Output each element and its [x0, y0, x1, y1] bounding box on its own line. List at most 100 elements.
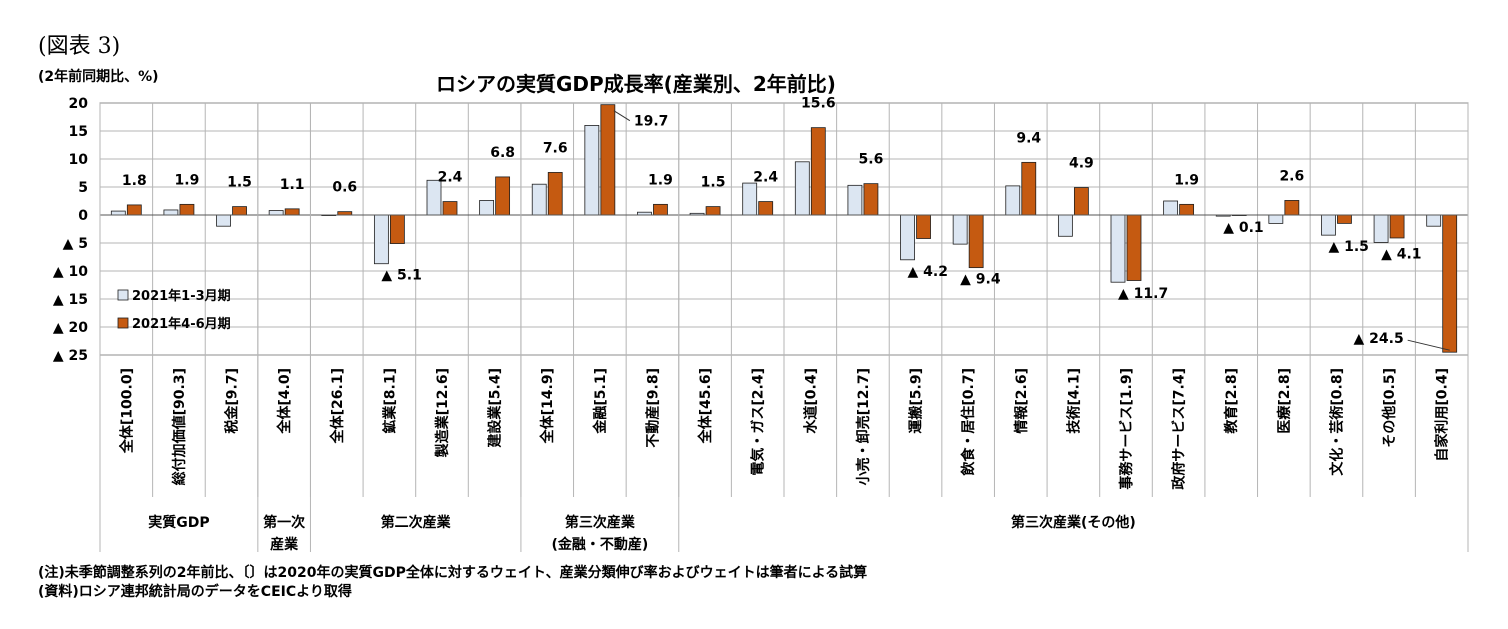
data-label: 1.1: [280, 177, 305, 193]
data-label: ▲ 5.1: [381, 268, 421, 284]
bar-q2: [653, 203, 668, 216]
bar-q1: [584, 125, 600, 216]
category-label: 教育[2.8]: [1223, 368, 1240, 434]
bar-q2: [1126, 214, 1142, 281]
y-tick-label: ▲ 20: [53, 320, 88, 336]
bar-q1: [847, 184, 863, 216]
category-label: 不動産[9.8]: [644, 368, 661, 448]
bar-q1: [1373, 214, 1389, 243]
bar-q2: [389, 214, 405, 244]
bar-q2: [1284, 200, 1300, 216]
category-label: 自家利用[0.4]: [1434, 368, 1451, 462]
legend-label: 2021年4-6月期: [132, 316, 231, 332]
category-label: 運搬[5.9]: [908, 368, 925, 434]
category-label: 金融[5.1]: [592, 368, 609, 435]
bar-q1: [1163, 200, 1179, 216]
bar-q1: [952, 214, 968, 245]
bar-q2: [810, 127, 826, 216]
legend-label: 2021年1-3月期: [132, 288, 231, 304]
data-label: ▲ 0.1: [1223, 220, 1263, 236]
bar-q2: [600, 104, 616, 216]
data-label: ▲ 4.1: [1381, 246, 1421, 262]
bar-q2: [232, 206, 247, 216]
category-label: 飲食・居住[0.7]: [960, 368, 977, 477]
category-label: 技術[4.1]: [1065, 368, 1082, 434]
data-label: 9.4: [1016, 130, 1041, 146]
bar-q2: [758, 201, 774, 216]
category-label: 製造業[12.6]: [434, 368, 451, 458]
data-label: ▲ 24.5: [1354, 331, 1404, 347]
data-label: 15.6: [801, 96, 836, 112]
y-tick-label: 0: [78, 208, 88, 224]
category-label: 医療[2.8]: [1276, 368, 1293, 434]
data-label: ▲ 11.7: [1118, 286, 1168, 302]
y-tick-label: 20: [69, 96, 89, 112]
figure-label: (図表 3): [38, 34, 121, 59]
group-label: 産業: [270, 536, 299, 553]
data-label: 1.9: [1174, 172, 1199, 188]
y-axis-unit-label: (2年前同期比、%): [38, 69, 159, 85]
data-label: 1.9: [648, 172, 673, 188]
bar-q1: [1057, 214, 1073, 237]
bar-q1: [900, 214, 915, 261]
bar-q1: [531, 183, 547, 216]
data-label: ▲ 9.4: [960, 272, 1001, 288]
bar-q1: [479, 200, 495, 216]
bar-q1: [1321, 214, 1336, 236]
bar-q2: [126, 204, 142, 216]
group-label: 第三次産業(その他): [1011, 514, 1136, 531]
bar-q2: [916, 214, 931, 239]
group-label: 第三次産業: [565, 514, 636, 531]
data-label: 5.6: [859, 152, 884, 168]
group-label: (金融・不動産): [551, 536, 648, 553]
category-label: 全体[100.0]: [118, 368, 135, 454]
bar-q1: [1005, 185, 1021, 216]
bar-q1: [216, 214, 231, 227]
bar-q1: [1268, 214, 1284, 224]
y-tick-label: 10: [69, 152, 89, 168]
bar-q1: [163, 209, 179, 216]
bar-q1: [1110, 214, 1126, 283]
bar-q2: [1073, 187, 1089, 216]
bar-q2: [179, 203, 195, 216]
category-label: 建設業[5.4]: [487, 368, 504, 448]
data-label: 2.4: [753, 170, 778, 186]
category-label: 全体[26.1]: [329, 368, 346, 444]
data-label-leader: [613, 110, 631, 122]
data-label: ▲ 4.2: [908, 264, 948, 280]
category-label: 全体[4.0]: [276, 368, 293, 435]
data-label: 4.9: [1069, 156, 1094, 172]
bar-q2: [863, 183, 879, 216]
legend-swatch: [117, 289, 129, 301]
category-label: 事務サービス[1.9]: [1118, 368, 1135, 490]
bar-q2: [495, 176, 511, 216]
data-label: 1.5: [701, 175, 726, 191]
bar-q1: [268, 210, 284, 216]
bar-q2: [547, 172, 563, 216]
category-label: 全体[45.6]: [697, 368, 714, 444]
group-label: 第一次: [263, 514, 305, 531]
category-label: 総付加価値[90.3]: [171, 368, 188, 485]
bar-q2: [1337, 214, 1352, 224]
chart-note: (注)未季節調整系列の2年前比、〔〕は2020年の実質GDP全体に対するウェイト…: [38, 565, 868, 581]
data-label: 1.5: [227, 175, 252, 191]
data-label: 6.8: [490, 145, 515, 161]
category-label: その他[0.5]: [1381, 368, 1398, 448]
chart-title: ロシアの実質GDP成長率(産業別、2年前比): [436, 72, 836, 96]
data-label: 1.9: [175, 172, 200, 188]
bar-q2: [705, 206, 721, 216]
y-tick-label: 15: [69, 124, 88, 140]
data-label: ▲ 1.5: [1328, 239, 1368, 255]
bar-q1: [373, 214, 389, 265]
data-label-leader: [1407, 339, 1450, 351]
category-label: 電気・ガス[2.4]: [750, 368, 767, 476]
category-label: 鉱業[8.1]: [381, 368, 398, 434]
bar-q2: [1179, 203, 1195, 216]
group-label: 実質GDP: [148, 514, 209, 531]
data-label: 7.6: [543, 140, 568, 156]
group-label: 第二次産業: [381, 514, 452, 531]
bar-q1: [742, 182, 758, 216]
y-tick-label: 5: [78, 180, 88, 196]
category-label: 水道[0.4]: [802, 368, 819, 434]
